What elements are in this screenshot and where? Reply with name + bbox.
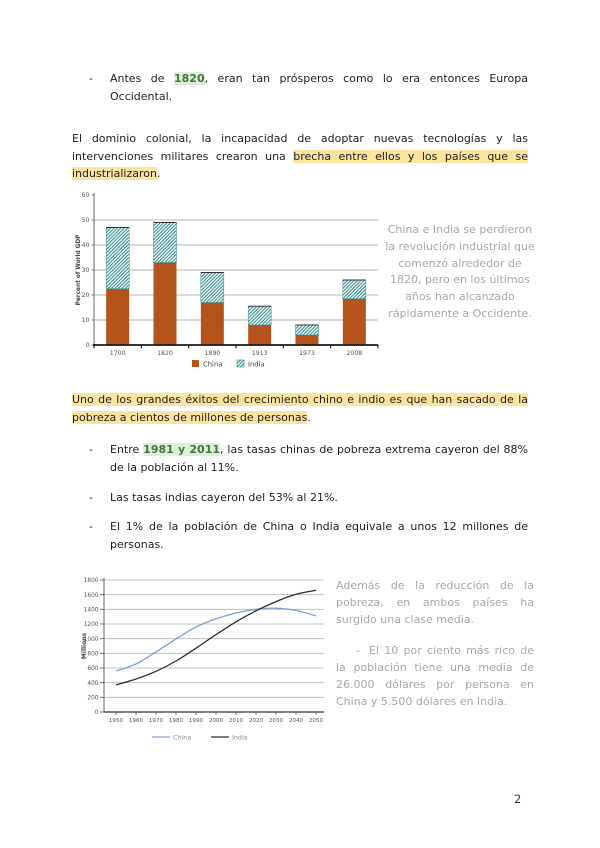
svg-text:1950: 1950 (109, 718, 124, 724)
svg-text:30: 30 (82, 267, 90, 274)
svg-text:1800: 1800 (84, 578, 99, 584)
bullet-dash: - (89, 443, 93, 456)
bar-india-1820 (153, 222, 177, 263)
legend-china-label: China (203, 361, 222, 369)
svg-text:50: 50 (82, 217, 90, 224)
poverty-paragraph: Uno de los grandes éxitos del crecimient… (72, 391, 528, 426)
bullet-dash: - (89, 72, 93, 85)
bar-india-1700 (105, 227, 130, 289)
colonial-paragraph-post: . (156, 167, 161, 180)
population-caption-bullet: - El 10 por ciento más rico de la poblaci… (336, 643, 534, 710)
svg-text:1600: 1600 (84, 593, 99, 599)
bar-india-1913 (247, 306, 272, 326)
bar-china-1913 (248, 325, 272, 345)
bar-india-2008 (342, 279, 367, 299)
svg-text:400: 400 (87, 681, 98, 687)
svg-text:1973: 1973 (299, 350, 315, 357)
bullet-dash: - (89, 520, 93, 533)
poverty-paragraph-post: . (307, 410, 311, 424)
svg-text:800: 800 (87, 651, 98, 657)
intro-bullet: - Antes de 1820, eran tan prósperos como… (72, 70, 528, 105)
svg-text:Percent of World GDP: Percent of World GDP (76, 234, 82, 306)
intro-bullet-text: Antes de 1820, eran tan prósperos como l… (110, 70, 528, 105)
gdp-bar-chart-svg: 0 10 20 30 40 50 60 1700 1820 1890 1913 1973 2008 Per… (76, 192, 379, 369)
bullet-india-poverty: - Las tasas indias cayeron del 53% al 21… (72, 489, 528, 507)
svg-text:2050: 2050 (309, 718, 324, 724)
population-line-chart-svg: 0 200 400 600 800 1000 1200 1400 1600 1800 1950 196… (81, 578, 324, 741)
svg-text:40: 40 (82, 242, 90, 249)
caption-bullet-dash: - (356, 644, 360, 658)
colonial-paragraph-pre: El dominio colonial, la incapacidad de a… (72, 132, 528, 163)
legend-india-label: India (248, 361, 265, 369)
bullet-one-percent-text: El 1% de la población de China o India e… (110, 520, 528, 551)
bar-india-1973 (295, 324, 319, 336)
svg-text:600: 600 (87, 666, 98, 672)
bullet1-pre: Entre (110, 443, 144, 456)
population-line-chart: 0 200 400 600 800 1000 1200 1400 1600 1800 1950 196… (80, 571, 334, 751)
svg-text:1980: 1980 (169, 718, 184, 724)
poverty-highlight: Uno de los grandes éxitos del crecimient… (72, 393, 528, 424)
page-number: 2 (514, 792, 522, 806)
svg-text:1700: 1700 (110, 350, 126, 357)
svg-text:200: 200 (87, 695, 98, 701)
bar-china-1890 (200, 302, 224, 345)
legend-china-label: China (173, 733, 191, 741)
svg-text:1890: 1890 (204, 350, 220, 357)
bar-china-1820 (153, 262, 177, 345)
svg-text:0: 0 (95, 710, 99, 716)
colonial-paragraph: El dominio colonial, la incapacidad de a… (72, 130, 529, 183)
bullet-india-poverty-text: Las tasas indias cayeron del 53% al 21%. (110, 491, 338, 504)
svg-text:2020: 2020 (249, 718, 264, 724)
svg-text:1970: 1970 (149, 718, 164, 724)
population-caption-intro: Además de la reducción de la pobreza, en… (336, 579, 534, 626)
bar-china-1700 (106, 288, 130, 345)
svg-text:1000: 1000 (84, 637, 99, 643)
svg-text:1913: 1913 (252, 350, 268, 357)
svg-text:0: 0 (86, 342, 90, 349)
intro-bullet-pre: Antes de (110, 72, 174, 85)
bullet-china-poverty: - Entre 1981 y 2011, las tasas chinas de… (72, 441, 528, 476)
bullet1-post: , las tasas chinas de pobreza extrema ca… (110, 443, 529, 474)
caption-bullet-text: El 10 por ciento más rico de la població… (336, 644, 534, 708)
svg-text:1820: 1820 (157, 350, 173, 357)
legend-india-swatch (236, 359, 245, 368)
bullet-china-poverty-text: Entre 1981 y 2011, las tasas chinas de p… (110, 441, 528, 476)
svg-text:2008: 2008 (346, 350, 362, 357)
svg-text:2010: 2010 (229, 718, 244, 724)
svg-text:1400: 1400 (84, 607, 99, 613)
gdp-bar-chart: 0 10 20 30 40 50 60 1700 1820 1890 1913 1973 2008 Per… (74, 190, 382, 376)
bar-china-2008 (342, 298, 366, 345)
population-chart-caption: Además de la reducción de la pobreza, en… (336, 578, 534, 711)
intro-bullet-post: , eran tan prósperos como lo era entonce… (110, 72, 528, 103)
bullet-one-percent: - El 1% de la población de China o India… (72, 518, 528, 553)
svg-text:1990: 1990 (189, 718, 204, 724)
svg-text:1960: 1960 (129, 718, 144, 724)
svg-text:Millions: Millions (81, 632, 88, 659)
legend-india-label: India (232, 733, 248, 741)
svg-text:10: 10 (82, 317, 90, 324)
svg-text:2000: 2000 (209, 718, 224, 724)
svg-text:2040: 2040 (289, 718, 304, 724)
bullet-dash: - (89, 491, 93, 504)
years-1981-2011-highlight: 1981 y 2011 (143, 443, 221, 456)
legend-china-swatch (192, 360, 199, 367)
svg-text:1200: 1200 (84, 622, 99, 628)
line-india (115, 589, 317, 686)
svg-text:20: 20 (82, 292, 90, 299)
bar-india-1890 (200, 272, 225, 303)
bar-china-1973 (295, 335, 319, 345)
svg-text:2030: 2030 (269, 718, 284, 724)
year-1820-highlight: 1820 (173, 72, 205, 85)
gdp-chart-caption: China e India se perdieron la revolución… (385, 223, 535, 320)
line-china (115, 607, 317, 672)
svg-text:60: 60 (82, 192, 90, 199)
